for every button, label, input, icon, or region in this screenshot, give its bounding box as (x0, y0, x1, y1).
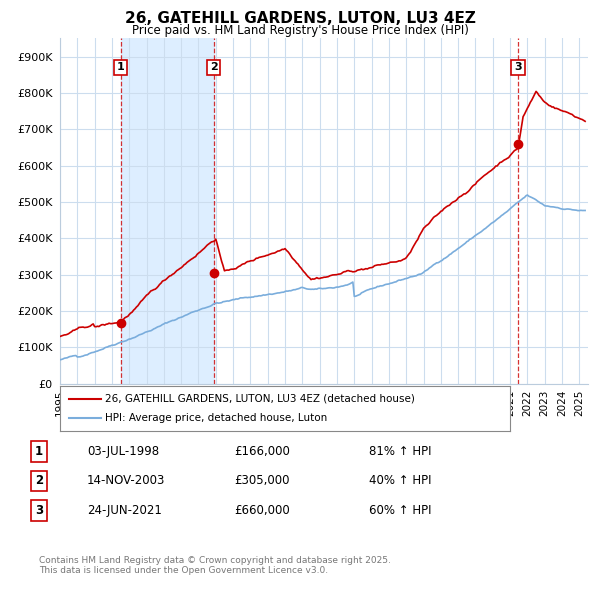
Text: £660,000: £660,000 (234, 504, 290, 517)
Text: £305,000: £305,000 (234, 474, 290, 487)
Text: HPI: Average price, detached house, Luton: HPI: Average price, detached house, Luto… (105, 414, 327, 423)
Text: 81% ↑ HPI: 81% ↑ HPI (369, 445, 431, 458)
Text: Price paid vs. HM Land Registry's House Price Index (HPI): Price paid vs. HM Land Registry's House … (131, 24, 469, 37)
Text: 14-NOV-2003: 14-NOV-2003 (87, 474, 166, 487)
Text: Contains HM Land Registry data © Crown copyright and database right 2025.
This d: Contains HM Land Registry data © Crown c… (39, 556, 391, 575)
Text: 26, GATEHILL GARDENS, LUTON, LU3 4EZ (detached house): 26, GATEHILL GARDENS, LUTON, LU3 4EZ (de… (105, 394, 415, 404)
Text: 2: 2 (210, 63, 218, 73)
Text: 24-JUN-2021: 24-JUN-2021 (87, 504, 162, 517)
Text: 2: 2 (35, 474, 43, 487)
Bar (121, 38, 214, 384)
Text: 60% ↑ HPI: 60% ↑ HPI (369, 504, 431, 517)
Text: 26, GATEHILL GARDENS, LUTON, LU3 4EZ: 26, GATEHILL GARDENS, LUTON, LU3 4EZ (125, 11, 475, 25)
Text: 03-JUL-1998: 03-JUL-1998 (87, 445, 159, 458)
Text: 1: 1 (117, 63, 124, 73)
Text: 3: 3 (35, 504, 43, 517)
Text: 3: 3 (514, 63, 522, 73)
Text: 1: 1 (35, 445, 43, 458)
Text: 40% ↑ HPI: 40% ↑ HPI (369, 474, 431, 487)
Text: £166,000: £166,000 (234, 445, 290, 458)
